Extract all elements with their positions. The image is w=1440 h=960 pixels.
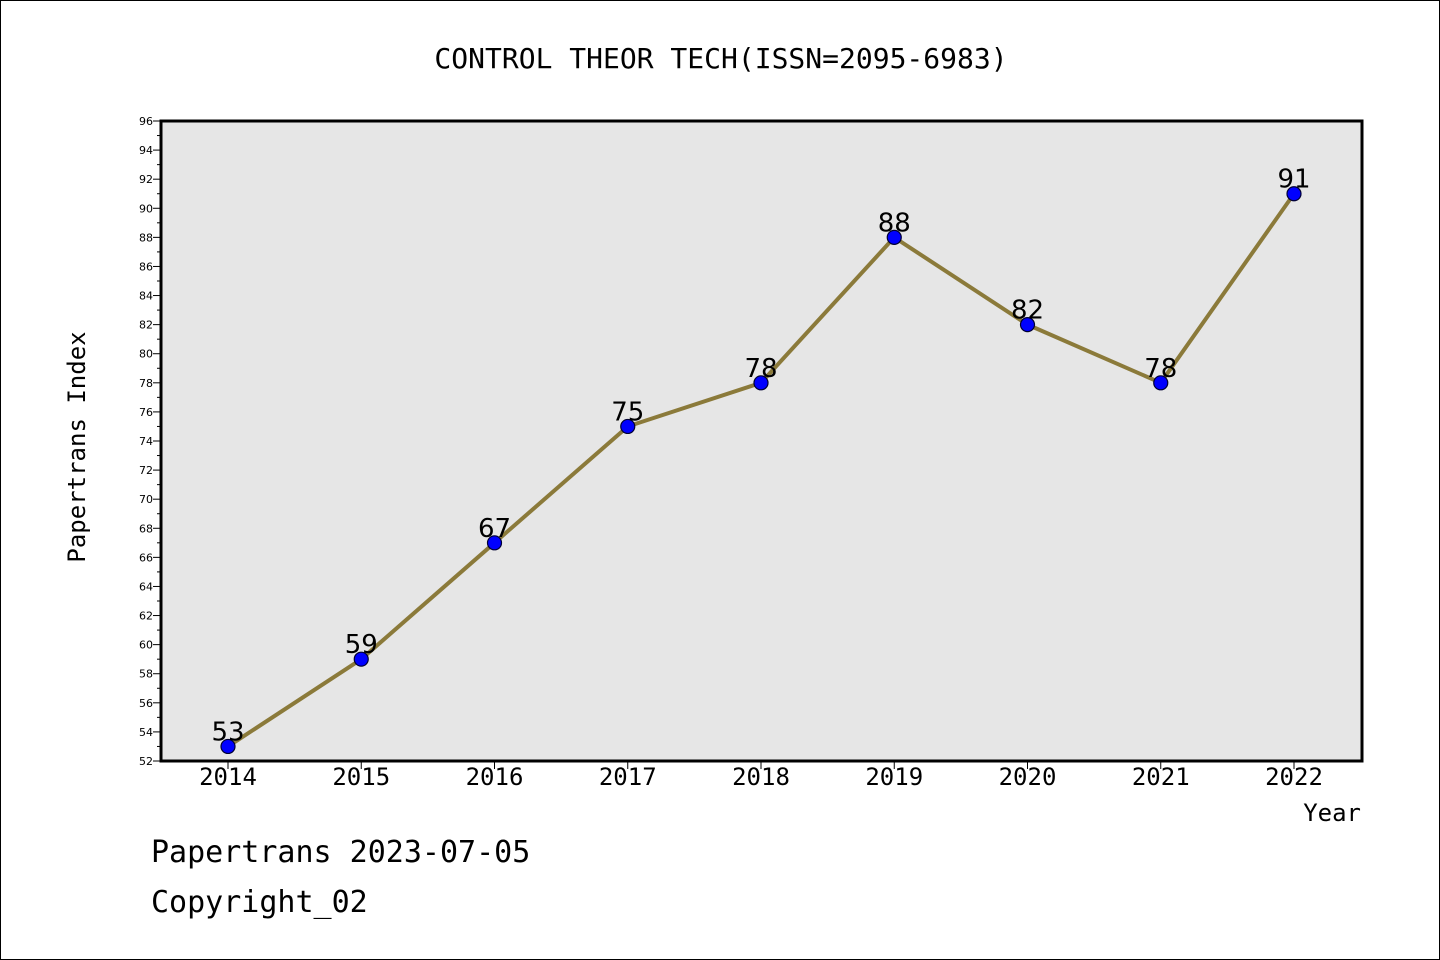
x-tick-label: 2017 (599, 763, 657, 791)
x-axis: 2014 2015 2016 2017 2018 2019 2020 2021 2022 (199, 761, 1323, 791)
x-tick-label: 2018 (732, 763, 790, 791)
y-axis-label: Papertrans Index (63, 331, 91, 562)
x-tick-label: 2014 (199, 763, 257, 791)
y-tick-label: 88 (139, 231, 153, 244)
y-tick-label: 96 (139, 115, 153, 128)
data-label: 53 (211, 717, 244, 747)
x-tick-label: 2022 (1265, 763, 1323, 791)
y-axis: 52 54 56 58 60 62 64 66 68 70 72 74 76 78 80 82 84 86 88 90… (139, 115, 161, 768)
x-tick-label: 2019 (865, 763, 923, 791)
y-tick-label: 78 (139, 377, 153, 390)
y-tick-label: 68 (139, 522, 153, 535)
y-tick-label: 66 (139, 551, 153, 564)
data-label: 59 (345, 630, 378, 660)
y-tick-label: 64 (139, 580, 153, 593)
y-tick-label: 58 (139, 668, 153, 681)
y-tick-label: 76 (139, 406, 153, 419)
footer-copyright: Copyright_02 (151, 885, 368, 920)
x-tick-label: 2021 (1132, 763, 1190, 791)
y-tick-label: 70 (139, 493, 153, 506)
data-label: 78 (1144, 354, 1177, 384)
y-tick-label: 52 (139, 755, 153, 768)
data-point (220, 738, 236, 755)
data-point (753, 375, 769, 391)
data-label: 88 (878, 208, 911, 238)
y-tick-label: 62 (139, 610, 153, 623)
chart-title: CONTROL THEOR TECH(ISSN=2095-6983) (434, 42, 1007, 75)
series-papertrans-index (220, 186, 1302, 755)
plot-area (161, 121, 1362, 761)
data-label: 75 (611, 397, 644, 427)
y-tick-label: 54 (139, 726, 153, 739)
y-tick-label: 86 (139, 260, 153, 273)
data-point (620, 418, 636, 435)
x-axis-label: Year (1303, 799, 1361, 827)
x-tick-label: 2015 (332, 763, 390, 791)
data-point (486, 535, 503, 551)
plot-border (159, 119, 1364, 763)
data-point (1019, 317, 1036, 333)
y-tick-label: 92 (139, 173, 153, 186)
y-tick-label: 60 (139, 639, 153, 652)
x-tick-label: 2016 (466, 763, 524, 791)
y-tick-label: 80 (139, 348, 153, 361)
y-tick-label: 72 (139, 464, 153, 477)
y-tick-label: 84 (139, 290, 153, 303)
y-tick-label: 94 (139, 144, 153, 157)
data-point (1286, 186, 1302, 202)
footer-date: Papertrans 2023-07-05 (151, 835, 531, 870)
y-tick-label: 90 (139, 202, 153, 215)
x-tick-label: 2020 (999, 763, 1057, 791)
data-label: 82 (1011, 296, 1044, 326)
data-point (1153, 375, 1169, 391)
data-point (353, 651, 369, 667)
data-label: 91 (1277, 165, 1310, 195)
data-labels: 53 59 67 75 78 88 82 78 91 (211, 165, 1310, 748)
y-tick-label: 56 (139, 697, 153, 710)
y-tick-label: 74 (139, 435, 153, 448)
data-label: 67 (478, 514, 511, 544)
data-label: 78 (744, 354, 777, 384)
data-point (886, 229, 902, 245)
y-tick-label: 82 (139, 319, 153, 332)
